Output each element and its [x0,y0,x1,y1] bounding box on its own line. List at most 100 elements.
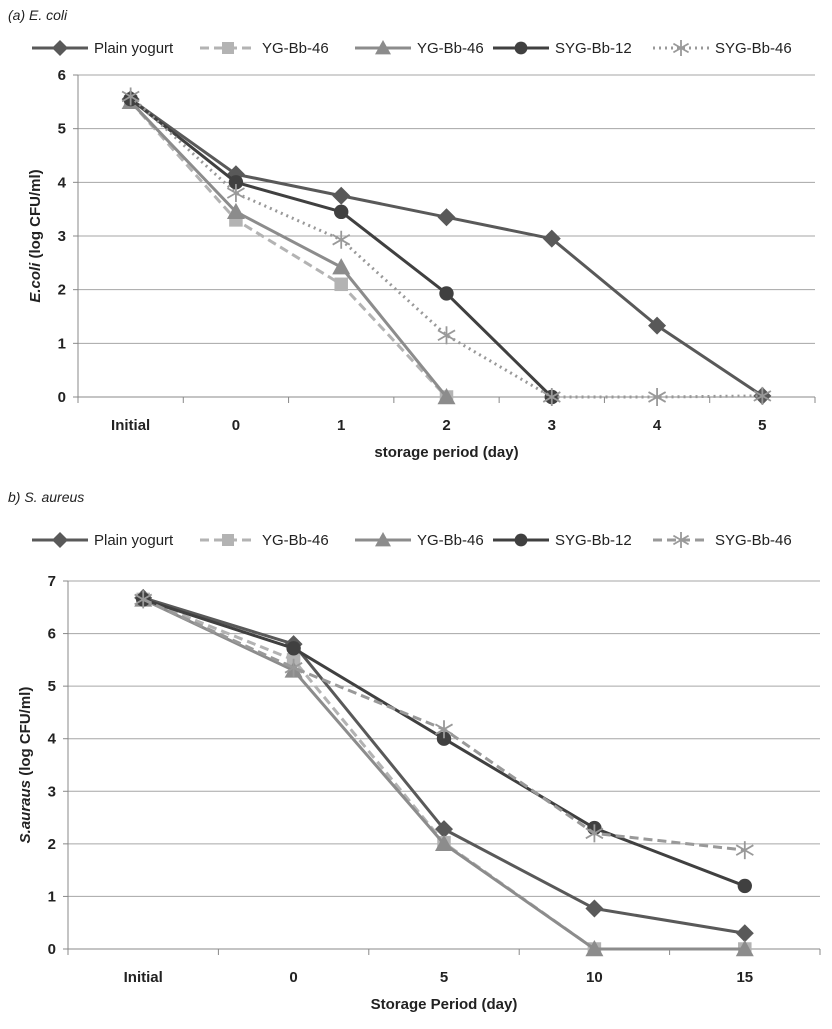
series-1 [136,592,752,956]
data-point [228,175,244,190]
series-line [142,596,746,935]
y-tick-label: 3 [48,783,56,800]
y-tick-label: 2 [48,836,56,853]
data-point [286,641,301,656]
legend-label: Plain yogurt [94,40,174,57]
series-4 [121,87,772,406]
x-axis-title: Storage Period (day) [371,996,518,1013]
x-tick-label: 15 [736,969,753,986]
star-marker-stroke [284,662,303,674]
series-line [129,100,448,398]
legend-item: YG-Bb-46 [200,532,329,549]
data-point [435,820,453,839]
legend-marker [222,42,234,54]
data-point [542,388,561,406]
series-0 [121,90,772,405]
legend-label: SYG-Bb-46 [715,40,792,57]
legend-marker [222,534,234,546]
legend-label: Plain yogurt [94,532,174,549]
series-line [129,97,764,398]
data-point [284,658,303,677]
star-marker-stroke [332,234,351,246]
x-tick-label: 4 [653,417,662,434]
y-tick-label: 4 [48,731,57,748]
legend-item: SYG-Bb-12 [493,532,632,549]
data-point [648,316,667,335]
legend-marker [375,40,391,55]
ecoli-chart: 0 1 2 3 4 5 6 Initial 0 1 2 3 4 5 storage period (day)… [27,40,816,461]
y-tick-label: 6 [58,67,66,84]
x-tick-label: Initial [111,417,150,434]
data-point [735,841,754,860]
legend-label: SYG-Bb-12 [555,40,632,57]
legend-label: YG-Bb-46 [262,532,329,549]
legend-marker [672,532,690,548]
data-point [134,590,153,609]
legend-item: YG-Bb-46 [355,532,484,549]
data-point [437,388,456,405]
legend-label: SYG-Bb-12 [555,532,632,549]
data-point [226,202,245,220]
legend-item: Plain yogurt [32,40,174,57]
legend-marker [375,532,391,547]
x-axis-title: storage period (day) [374,444,518,461]
legend-label: SYG-Bb-46 [715,532,792,549]
x-tick-label: 0 [232,417,240,434]
y-tick-label: 2 [58,282,66,299]
data-point [735,924,754,943]
data-point [585,940,604,957]
legend-marker [514,533,528,547]
legend-marker [672,40,690,56]
y-axis-title: S.auraus (log CFU/ml) [17,687,34,844]
data-point [334,204,349,220]
y-axis-title-italic: E.coli [27,262,44,303]
data-point [753,386,772,405]
data-point [542,229,561,248]
y-tick-label: 0 [58,389,66,406]
x-tick-label: 0 [289,969,297,986]
data-point [439,286,454,301]
legend-marker [514,41,528,55]
star-marker-stroke [753,390,772,402]
data-point [735,940,754,957]
series-2 [134,590,754,957]
star-marker-stroke [585,827,604,840]
series-1 [123,95,454,404]
legend-label: YG-Bb-46 [417,532,484,549]
data-point [334,277,348,292]
legend-item: SYG-Bb-46 [653,40,792,57]
y-tick-label: 6 [48,626,56,643]
legend-item: SYG-Bb-46 [653,532,792,549]
y-axis-title-unit: (log CFU/ml) [27,169,44,262]
series-line [129,95,763,399]
star-marker-stroke [542,391,561,403]
legend-marker [52,532,68,548]
y-tick-label: 7 [48,573,56,590]
x-tick-label: 1 [337,417,345,434]
star-marker-stroke [648,391,667,403]
star-marker-stroke [121,90,140,103]
series-3 [123,91,559,405]
legend: Plain yogurt YG-Bb-46 YG-Bb-46 SYG-Bb-12 SYG… [32,40,792,57]
legend-marker [52,40,68,56]
saureus-chart: 0 1 2 3 4 5 6 7 Initial 0 5 10 15 Storage Period (day… [17,532,821,1013]
data-point [585,899,604,918]
saureus-chart-title: b) S. aureus [8,489,85,505]
y-tick-label: 5 [58,121,66,138]
data-point [585,824,604,843]
data-point [332,230,351,249]
series-line [129,100,448,399]
legend-label: YG-Bb-46 [262,40,329,57]
ecoli-chart-title: (a) E. coli [8,7,68,23]
data-point [437,208,456,227]
data-point [332,258,351,275]
x-tick-label: Initial [124,969,163,986]
star-marker-stroke [134,593,153,606]
star-marker-stroke [226,187,245,199]
series-0 [134,588,754,943]
legend-item: Plain yogurt [32,532,174,549]
x-tick-label: 10 [586,969,603,986]
star-marker-stroke [437,329,456,342]
saureus-panel: b) S. aureus 0 1 2 3 4 5 6 7 Initial 0 5 10 15 Storag… [0,480,832,1029]
star-marker-stroke [672,42,690,54]
